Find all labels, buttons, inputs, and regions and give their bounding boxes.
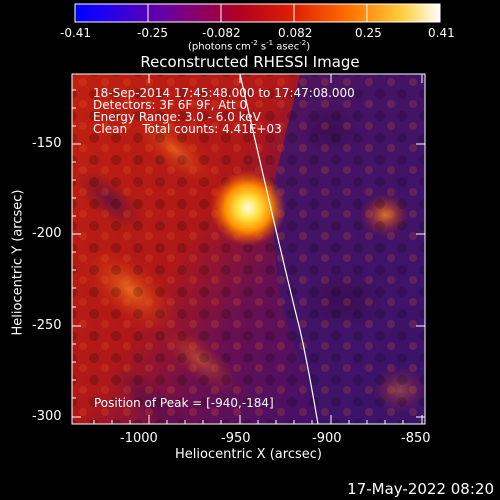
x-tick-label: -1000 <box>120 431 158 446</box>
info-line-counts: Clean Total counts: 4.41E+03 <box>93 123 282 136</box>
y-axis-label: Heliocentric Y (arcsec) <box>11 183 26 343</box>
x-tick-label: -850 <box>401 431 431 446</box>
y-tick-label: -250 <box>32 318 62 333</box>
peak-position-text: Position of Peak = [-940,-184] <box>94 397 274 410</box>
x-tick-label: -950 <box>221 431 251 446</box>
x-axis-label: Heliocentric X (arcsec) <box>0 447 497 462</box>
render-timestamp: 17-May-2022 08:20 <box>347 480 494 498</box>
x-tick-label: -900 <box>312 431 342 446</box>
y-tick-label: -200 <box>32 226 62 241</box>
y-tick-label: -300 <box>32 409 62 424</box>
y-tick-label: -150 <box>32 136 62 151</box>
